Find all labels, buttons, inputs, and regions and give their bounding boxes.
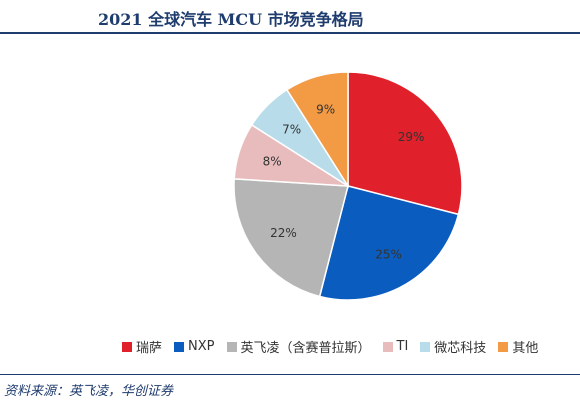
legend-label-3: TI [396, 339, 409, 354]
legend-label-0: 瑞萨 [136, 341, 163, 356]
slice-label-3: 8% [263, 154, 282, 168]
legend-swatch-1 [174, 341, 185, 352]
legend-swatch-5 [498, 341, 509, 352]
pie-slice-5 [285, 71, 349, 189]
legend-item-2: 英飞凌（含赛普拉斯） [226, 337, 371, 356]
legend-item-0: 瑞萨 [122, 337, 162, 356]
source-note: 资料来源：英飞凌，华创证券 [4, 384, 174, 399]
legend-label-5: 其他 [512, 341, 539, 356]
legend-label-2: 英飞凌（含赛普拉斯） [240, 341, 371, 356]
legend-label-4: 微芯科技 [434, 341, 487, 356]
slice-label-0: 29% [398, 130, 425, 144]
pie-slice-1 [318, 185, 460, 301]
legend-item-5: 其他 [498, 337, 538, 356]
pie-chart: 29% 25% 22% 8% 7% 9% [233, 71, 463, 301]
legend-swatch-2 [226, 341, 237, 352]
legend-swatch-0 [122, 341, 132, 352]
pie-slice-2 [233, 178, 349, 298]
chart-legend: 瑞萨 NXP 英飞凌（含赛普拉斯） TI 微芯科技 其他 [122, 337, 550, 356]
legend-swatch-4 [420, 341, 431, 352]
legend-item-3: TI [382, 339, 409, 354]
legend-label-1: NXP [188, 339, 215, 354]
legend-swatch-3 [382, 341, 393, 352]
slice-label-4: 7% [282, 123, 301, 137]
pie-slice-0 [347, 71, 463, 216]
legend-item-1: NXP [174, 339, 215, 354]
slice-label-2: 22% [270, 226, 297, 240]
chart-title: 2021 全球汽车 MCU 市场竞争格局 [98, 10, 364, 29]
legend-item-4: 微芯科技 [420, 337, 486, 356]
slice-label-5: 9% [316, 102, 335, 116]
slice-label-1: 25% [375, 248, 402, 262]
title-divider [0, 32, 580, 34]
footer-divider [0, 374, 580, 375]
